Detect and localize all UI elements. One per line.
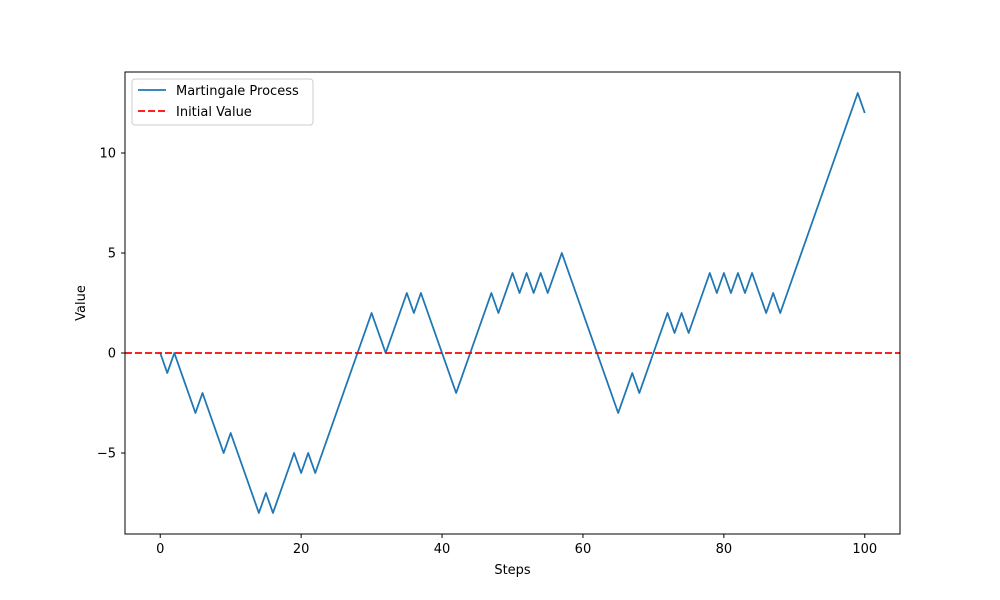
y-tick-label: 5 bbox=[108, 247, 116, 262]
axes-frame bbox=[124, 71, 901, 535]
x-axis-label: Steps bbox=[494, 563, 531, 578]
y-axis-label: Value bbox=[74, 285, 89, 321]
x-tick-label: 0 bbox=[156, 542, 164, 557]
series-line-martingale-process bbox=[159, 92, 866, 514]
x-tick-label: 60 bbox=[575, 542, 592, 557]
series-layer bbox=[125, 92, 900, 514]
y-tick-label: −5 bbox=[97, 447, 116, 462]
legend: Martingale Process Initial Value bbox=[131, 78, 314, 126]
x-tick-label: 80 bbox=[716, 542, 733, 557]
x-tick-label: 100 bbox=[852, 542, 877, 557]
x-tick-label: 40 bbox=[434, 542, 451, 557]
x-tick-label: 20 bbox=[293, 542, 310, 557]
y-tick-label: 0 bbox=[108, 347, 116, 362]
legend-label-martingale-process: Martingale Process bbox=[176, 84, 299, 99]
legend-box bbox=[131, 78, 314, 126]
plot-area bbox=[124, 71, 901, 535]
x-axis-ticks: 0 20 40 60 80 100 bbox=[156, 534, 877, 557]
axes-background bbox=[125, 72, 900, 534]
legend-label-initial-value: Initial Value bbox=[176, 105, 252, 120]
y-tick-label: 10 bbox=[99, 147, 116, 162]
y-axis-ticks: −5 0 5 10 bbox=[97, 147, 125, 462]
